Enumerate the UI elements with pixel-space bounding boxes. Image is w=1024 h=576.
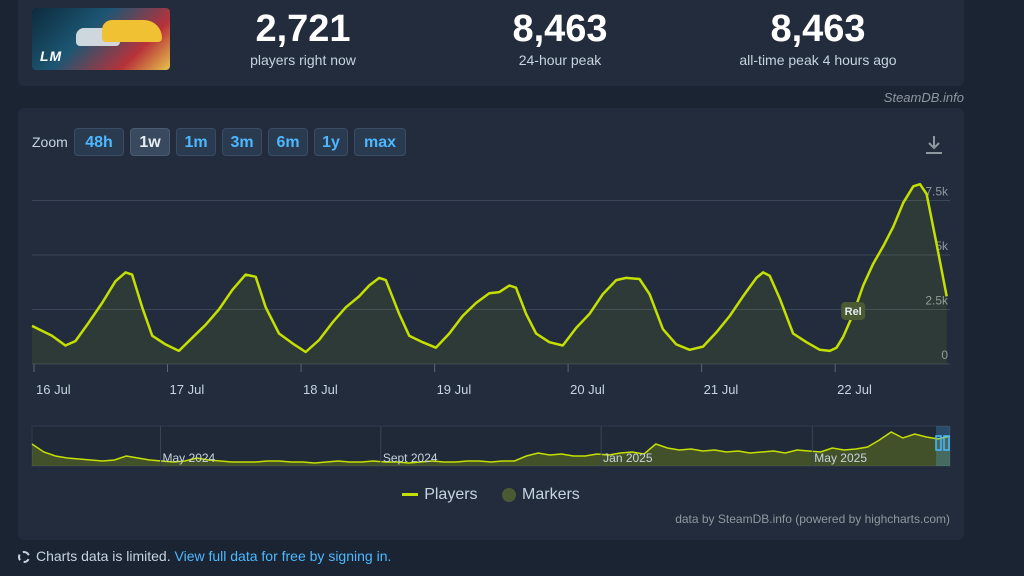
stat-label: players right now xyxy=(250,52,356,68)
download-icon[interactable] xyxy=(924,134,944,156)
y-tick-label: 0 xyxy=(941,348,948,362)
data-limit-notice: Charts data is limited. View full data f… xyxy=(18,548,391,564)
zoom-48h-button[interactable]: 48h xyxy=(74,128,124,156)
stat-label: all-time peak 4 hours ago xyxy=(739,52,897,68)
zoom-6m-button[interactable]: 6m xyxy=(268,128,308,156)
navigator-label: May 2024 xyxy=(163,451,216,465)
stat-value: 8,463 xyxy=(770,8,866,50)
navigator-label: Jan 2025 xyxy=(603,451,653,465)
zoom-1y-button[interactable]: 1y xyxy=(314,128,348,156)
legend-dot-icon xyxy=(502,487,517,502)
stat-alltime-peak: 8,463 all-time peak 4 hours ago xyxy=(718,8,918,68)
zoom-3m-button[interactable]: 3m xyxy=(222,128,262,156)
release-marker: Rel xyxy=(841,302,866,320)
car-image-icon xyxy=(102,20,162,42)
legend-players[interactable]: Players xyxy=(402,486,478,504)
navigator-line xyxy=(31,431,951,464)
marker-label: Rel xyxy=(845,306,862,318)
x-tick-label: 19 Jul xyxy=(437,382,472,397)
zoom-1m-button[interactable]: 1m xyxy=(176,128,216,156)
y-tick-label: 2.5k xyxy=(925,294,949,308)
navigator-bg xyxy=(31,425,951,467)
stat-value: 8,463 xyxy=(512,8,608,50)
site-credit[interactable]: SteamDB.info xyxy=(883,90,964,105)
y-tick-label: 7.5k xyxy=(925,185,949,199)
navigator-handle xyxy=(935,435,942,451)
x-tick-label: 18 Jul xyxy=(303,382,338,397)
zoom-max-button[interactable]: max xyxy=(354,128,406,156)
data-credit[interactable]: data by SteamDB.info (powered by highcha… xyxy=(675,512,950,526)
x-tick-label: 16 Jul xyxy=(36,382,71,397)
legend-line-icon xyxy=(402,493,419,497)
players-line xyxy=(31,182,948,354)
game-logo: LM xyxy=(40,48,63,64)
navigator: May 2024 Sept 2024 Jan 2025 May 2025 xyxy=(31,425,951,467)
x-tick-label: 20 Jul xyxy=(570,382,605,397)
navigator-handle xyxy=(943,435,950,451)
zoom-label: Zoom xyxy=(32,134,68,150)
navigator-label: Sept 2024 xyxy=(383,451,438,465)
zoom-1w-button[interactable]: 1w xyxy=(130,128,170,156)
players-area xyxy=(32,184,947,364)
chart-grid xyxy=(32,200,950,365)
game-thumbnail[interactable]: LM xyxy=(32,8,170,70)
navigator-area xyxy=(32,432,950,466)
stat-value: 2,721 xyxy=(255,8,351,50)
sign-in-link[interactable]: View full data for free by signing in. xyxy=(174,548,392,564)
x-axis-ticks: 16 Jul 17 Jul 18 Jul 19 Jul 20 Jul 21 Jul 22 J… xyxy=(33,364,872,397)
stat-current-players: 2,721 players right now xyxy=(223,8,383,68)
stat-24h-peak: 8,463 24-hour peak xyxy=(480,8,640,68)
chart-legend: Players Markers xyxy=(18,486,964,504)
loading-icon xyxy=(18,551,30,564)
stat-label: 24-hour peak xyxy=(518,52,602,68)
stats-card: LM 2,721 players right now 8,463 24-hour… xyxy=(18,0,964,86)
x-tick-label: 22 Jul xyxy=(837,382,872,397)
x-tick-label: 17 Jul xyxy=(170,382,205,397)
navigator-label: May 2025 xyxy=(814,451,867,465)
x-tick-label: 21 Jul xyxy=(704,382,739,397)
navigator-selection xyxy=(936,426,950,466)
marker-badge xyxy=(841,302,866,320)
legend-markers[interactable]: Markers xyxy=(502,486,580,504)
